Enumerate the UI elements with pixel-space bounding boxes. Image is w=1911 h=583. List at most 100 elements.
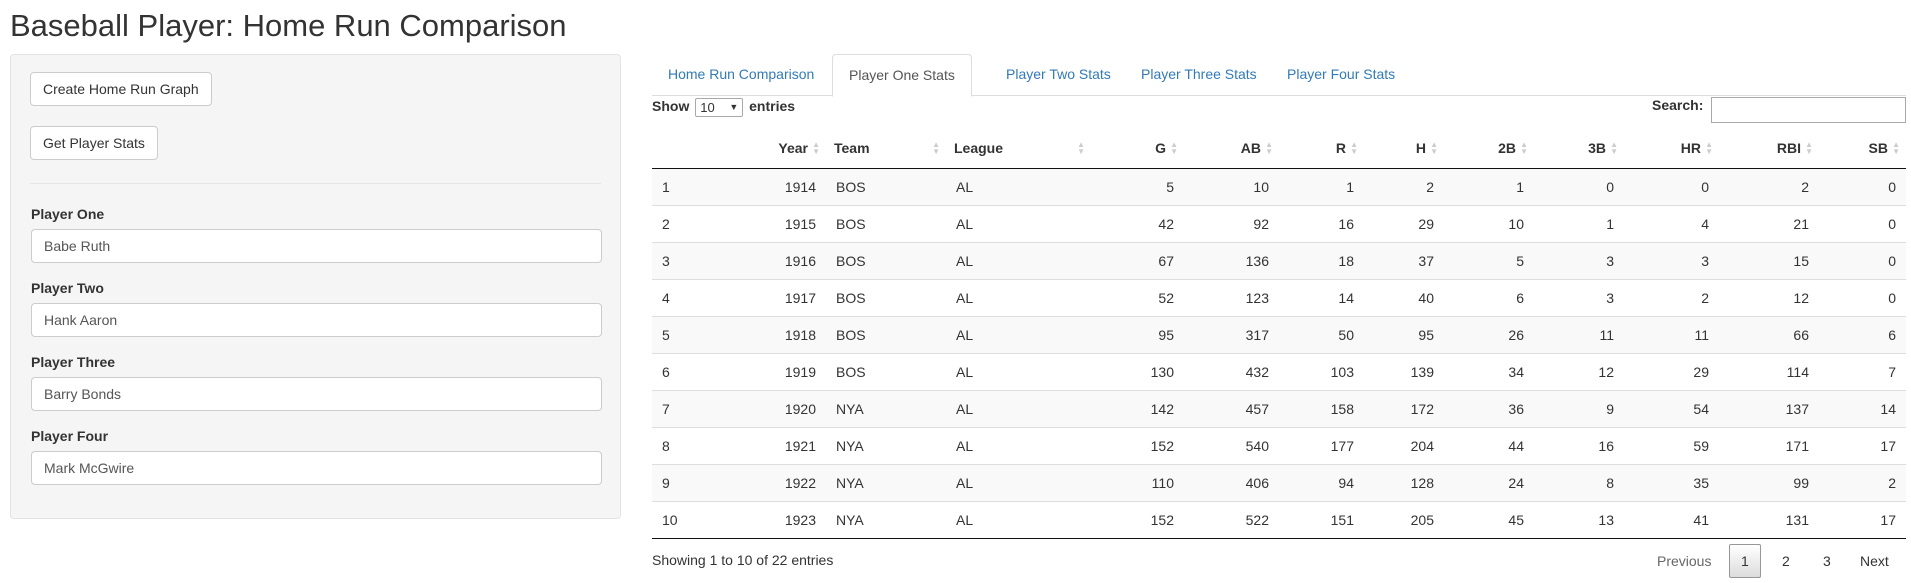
tab-player-one-stats[interactable]: Player One Stats [832,54,972,97]
table-cell: BOS [826,278,946,316]
pagination-page-1[interactable]: 1 [1729,544,1761,578]
table-cell: 5 [1091,168,1184,205]
page-title: Baseball Player: Home Run Comparison [10,8,567,43]
table-row: 8 1921 NYA AL 152 540 177 204 44 16 59 171 17 [652,426,1906,464]
table-cell: 2 [652,204,762,242]
column-header-label: HR [1680,139,1701,156]
pagination-page-2[interactable]: 2 [1782,553,1790,569]
column-header-2b[interactable]: 2B ▲ ▼ [1444,128,1534,169]
create-home-run-graph-button[interactable]: Create Home Run Graph [30,72,212,106]
table-cell: NYA [826,389,946,427]
table-cell: 42 [1091,204,1184,242]
table-cell: 123 [1184,278,1279,316]
column-header-ab[interactable]: AB ▲ ▼ [1184,128,1279,169]
table-cell: BOS [826,352,946,390]
player-two-input[interactable] [31,303,602,337]
column-header-hr[interactable]: HR ▲ ▼ [1624,128,1719,169]
column-header-label: R [1335,139,1346,156]
table-cell: AL [946,204,1091,242]
table-cell: 11 [1534,315,1624,353]
table-cell: 151 [1279,500,1364,539]
table-cell: 0 [1819,278,1906,316]
column-header-league[interactable]: League ▲ ▼ [946,128,1091,169]
pagination-next[interactable]: Next [1860,553,1889,569]
table-row: 6 1919 BOS AL 130 432 103 139 34 12 29 114 7 [652,352,1906,390]
sort-icon: ▲ ▼ [1430,140,1438,156]
table-cell: NYA [826,463,946,501]
sort-icon: ▲ ▼ [1705,140,1713,156]
table-cell: NYA [826,500,946,539]
column-header-3b[interactable]: 3B ▲ ▼ [1534,128,1624,169]
table-cell: 99 [1719,463,1819,501]
search-input[interactable] [1711,97,1906,123]
tab-bar: Home Run Comparison Player One Stats Pla… [652,54,1906,97]
tab-player-four-stats[interactable]: Player Four Stats [1287,66,1396,82]
table-row: 4 1917 BOS AL 52 123 14 40 6 3 2 12 0 [652,278,1906,316]
entries-select[interactable]: 10 ▼ [695,98,744,117]
table-cell: 67 [1091,241,1184,279]
table-cell: 4 [1624,204,1719,242]
player-one-input[interactable] [31,229,602,263]
table-cell: 7 [1819,352,1906,390]
column-header-g[interactable]: G ▲ ▼ [1091,128,1184,169]
tab-home-run-comparison[interactable]: Home Run Comparison [668,66,815,82]
table-cell: NYA [826,426,946,464]
table-row: 5 1918 BOS AL 95 317 50 95 26 11 11 66 6 [652,315,1906,353]
sort-icon: ▲ ▼ [1892,140,1900,156]
table-cell: 136 [1184,241,1279,279]
table-cell: 172 [1364,389,1444,427]
table-cell: 5 [1444,241,1534,279]
get-player-stats-button[interactable]: Get Player Stats [30,126,158,160]
column-header-label: 3B [1588,139,1606,156]
table-cell: 1916 [762,241,826,279]
table-cell: 94 [1279,463,1364,501]
tab-player-two-stats[interactable]: Player Two Stats [1006,66,1111,82]
table-cell: 5 [652,315,762,353]
table-cell: 37 [1364,241,1444,279]
table-cell: 52 [1091,278,1184,316]
table-cell: 54 [1624,389,1719,427]
length-control: Show 10 ▼ entries [652,98,795,117]
table-cell: 317 [1184,315,1279,353]
table-cell: 0 [1534,168,1624,205]
table-cell: 44 [1444,426,1534,464]
table-cell: 13 [1534,500,1624,539]
table-cell: 14 [1279,278,1364,316]
table-cell: 10 [1444,204,1534,242]
player-four-input[interactable] [31,451,602,485]
table-cell: 128 [1364,463,1444,501]
table-cell: 139 [1364,352,1444,390]
table-info: Showing 1 to 10 of 22 entries [652,552,834,568]
pagination-previous[interactable]: Previous [1657,553,1712,569]
table-cell: 6 [1444,278,1534,316]
pagination-page-3[interactable]: 3 [1823,553,1831,569]
table-cell: 6 [1819,315,1906,353]
table-cell: 0 [1819,168,1906,205]
table-cell: AL [946,168,1091,205]
stats-table: Year ▲ ▼ Team ▲ ▼ League ▲ ▼ G ▲ ▼ AB ▲ ▼ R ▲ ▼ H ▲ ▼ 2B ▲ ▼ 3B ▲… [652,128,1906,539]
sidebar-divider [30,183,601,184]
table-cell: 95 [1364,315,1444,353]
table-cell: 4 [652,278,762,316]
column-header-rbi[interactable]: RBI ▲ ▼ [1719,128,1819,169]
player-three-input[interactable] [31,377,602,411]
table-cell: 35 [1624,463,1719,501]
sort-icon: ▲ ▼ [1610,140,1618,156]
table-cell: 34 [1444,352,1534,390]
tab-player-three-stats[interactable]: Player Three Stats [1141,66,1257,82]
column-header-year[interactable]: Year ▲ ▼ [762,128,826,169]
table-cell: 1914 [762,168,826,205]
column-header-sb[interactable]: SB ▲ ▼ [1819,128,1906,169]
column-header-h[interactable]: H ▲ ▼ [1364,128,1444,169]
column-header-r[interactable]: R ▲ ▼ [1279,128,1364,169]
table-cell: 8 [652,426,762,464]
table-cell: 11 [1624,315,1719,353]
table-cell: 18 [1279,241,1364,279]
table-cell: BOS [826,315,946,353]
table-cell: AL [946,241,1091,279]
column-header-team[interactable]: Team ▲ ▼ [826,128,946,169]
table-cell: 3 [1534,278,1624,316]
sidebar-panel: Create Home Run Graph Get Player Stats P… [10,54,621,519]
column-header-label: G [1155,139,1166,156]
table-cell: 10 [652,500,762,539]
